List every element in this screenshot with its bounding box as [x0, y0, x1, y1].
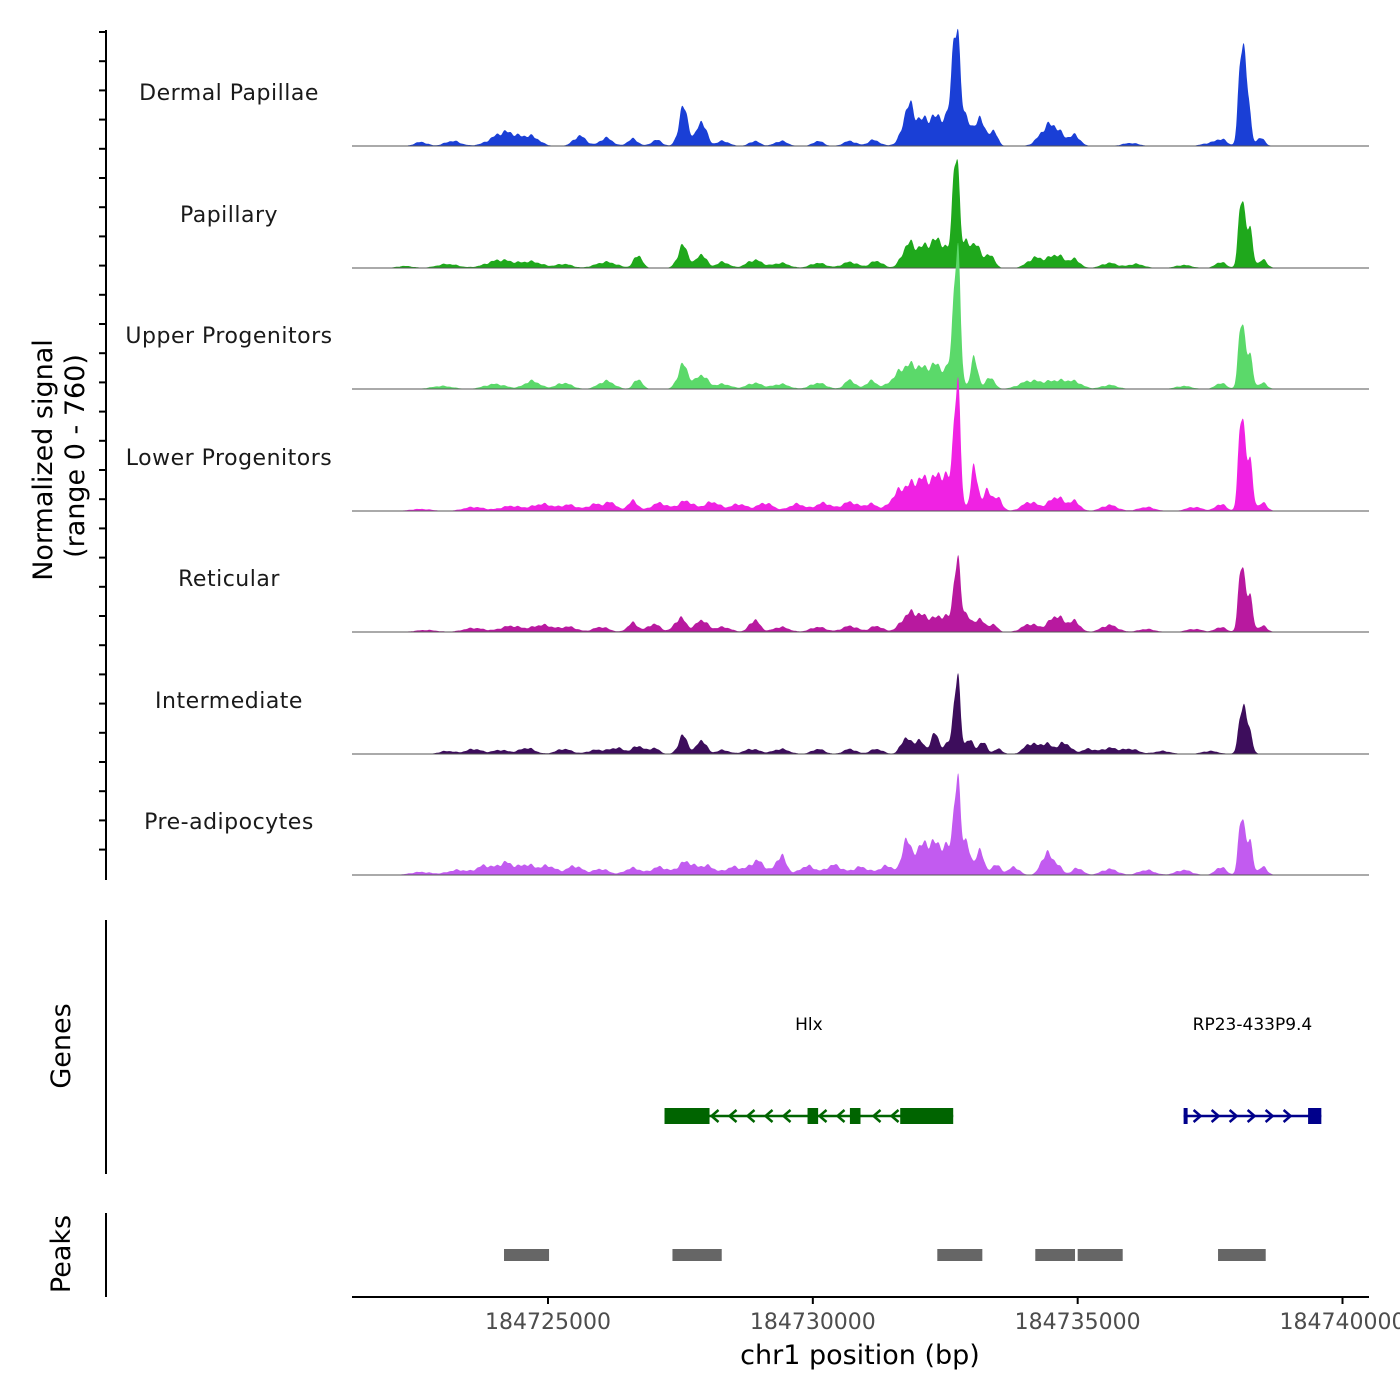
strand-arrow: [1246, 1109, 1257, 1123]
genes-label: Genes: [46, 1003, 77, 1088]
strand-arrow: [1282, 1109, 1293, 1123]
coverage-track: Reticular: [178, 555, 1369, 633]
coverage-tracks: Dermal Papillae Papillary Upper Progenitor…: [125, 28, 1369, 876]
x-tick-label: 184735000: [1015, 1310, 1141, 1335]
gene-annotations: Hlx RP23-433P9.4: [664, 1015, 1322, 1124]
x-axis-title: chr1 position (bp): [740, 1340, 980, 1371]
coverage-track: Dermal Papillae: [139, 28, 1369, 147]
gene-exon: [1183, 1108, 1188, 1124]
track-label: Papillary: [180, 203, 278, 228]
strand-arrow: [835, 1109, 846, 1123]
y-axis-range: (range 0 - 760): [60, 354, 91, 558]
strand-arrow: [889, 1109, 900, 1123]
gene-exon: [849, 1108, 861, 1124]
strand-arrow: [1228, 1109, 1239, 1123]
strand-arrow: [1192, 1109, 1203, 1123]
strand-arrow: [781, 1109, 792, 1123]
gene-model: Hlx: [664, 1015, 954, 1124]
strand-arrow: [709, 1109, 720, 1123]
peak-region: [1218, 1249, 1266, 1261]
track-label: Pre-adipocytes: [144, 810, 314, 835]
track-label: Lower Progenitors: [126, 446, 332, 471]
gene-exon: [807, 1108, 819, 1124]
gene-exon: [1308, 1108, 1322, 1124]
coverage-area: [367, 673, 1354, 754]
track-label: Dermal Papillae: [139, 81, 319, 106]
coverage-track: Lower Progenitors: [126, 377, 1369, 512]
x-tick-label: 184730000: [750, 1310, 876, 1335]
coverage-area: [367, 773, 1354, 875]
coverage-area: [367, 377, 1354, 511]
coverage-track: Papillary: [180, 159, 1369, 269]
peak-region: [1035, 1249, 1076, 1261]
strand-arrow: [763, 1109, 774, 1123]
strand-arrow: [727, 1109, 738, 1123]
track-label: Intermediate: [155, 689, 303, 714]
peak-region: [1077, 1249, 1123, 1261]
coverage-track: Intermediate: [155, 673, 1369, 755]
gene-model: RP23-433P9.4: [1183, 1015, 1322, 1124]
track-label: Upper Progenitors: [125, 324, 332, 349]
gene-exon: [664, 1108, 710, 1124]
peak-region: [937, 1249, 983, 1261]
coverage-track: Upper Progenitors: [125, 243, 1369, 390]
strand-arrow: [1210, 1109, 1221, 1123]
gene-exon: [900, 1108, 954, 1124]
coverage-y-ticks: [99, 31, 106, 851]
coverage-area: [367, 555, 1354, 632]
peaks-label: Peaks: [46, 1215, 77, 1293]
y-axis-title: Normalized signal: [28, 339, 59, 581]
coverage-area: [367, 28, 1354, 147]
strand-arrow: [1264, 1109, 1275, 1123]
peak-regions: [504, 1249, 1266, 1261]
x-tick-label: 184725000: [485, 1310, 611, 1335]
peak-region: [672, 1249, 722, 1261]
gene-name: RP23-433P9.4: [1193, 1015, 1313, 1035]
coverage-track: Pre-adipocytes: [144, 773, 1369, 876]
x-axis-ticks: 184725000 184730000 184735000 184740000: [485, 1297, 1400, 1335]
x-tick-label: 184740000: [1280, 1310, 1400, 1335]
strand-arrow: [871, 1109, 882, 1123]
track-label: Reticular: [178, 567, 280, 592]
gene-name: Hlx: [795, 1015, 823, 1035]
peak-region: [504, 1249, 550, 1261]
strand-arrow: [745, 1109, 756, 1123]
strand-arrow: [817, 1109, 828, 1123]
coverage-area: [367, 159, 1354, 268]
